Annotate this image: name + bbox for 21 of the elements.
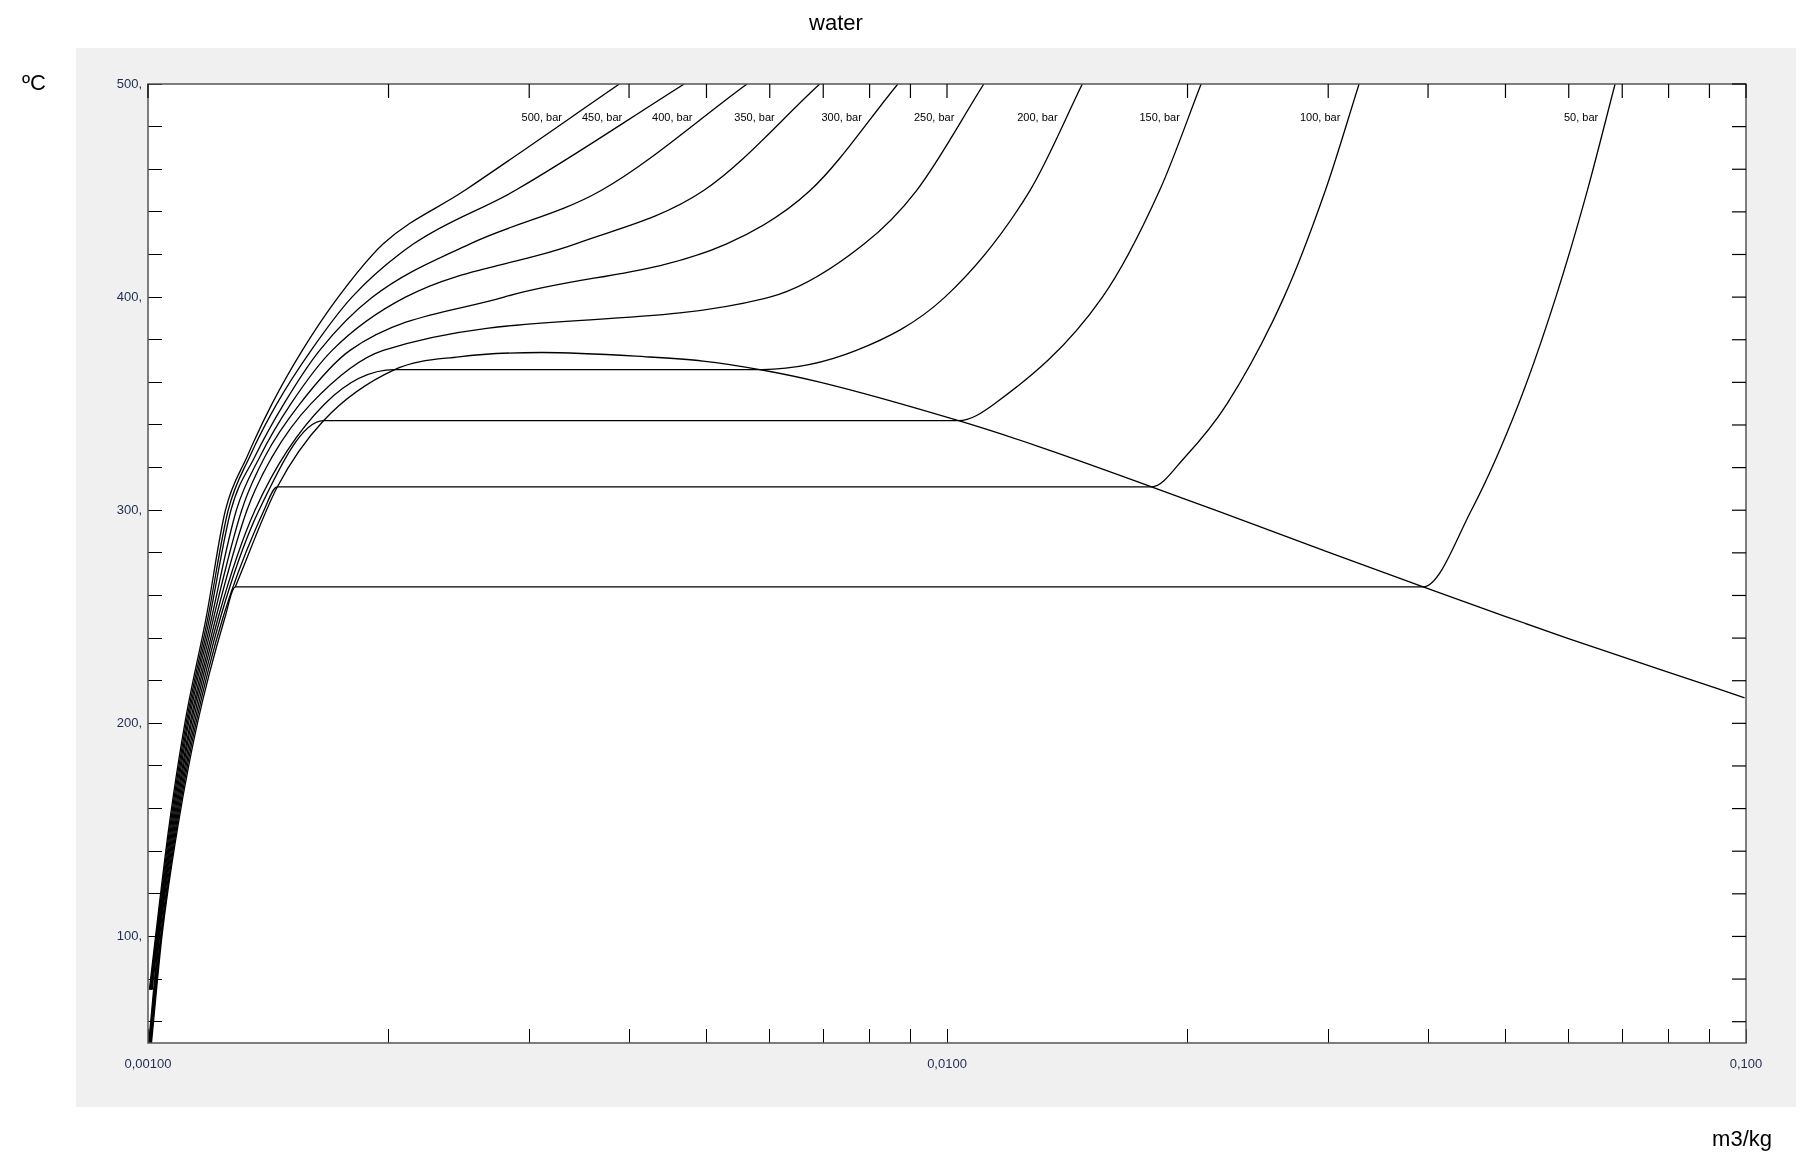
legend-label: 350, bar bbox=[734, 111, 776, 124]
series-label: 200, bar bbox=[1017, 111, 1058, 124]
legend-label: 50, bar bbox=[1563, 111, 1599, 124]
legend-label: 150, bar bbox=[1139, 111, 1181, 124]
legend-label: 250, bar bbox=[913, 111, 955, 124]
y-tick-label: 100, bbox=[116, 928, 142, 944]
x-tick-label: 0,00100 bbox=[124, 1056, 172, 1072]
y-tick-label: 200, bbox=[116, 714, 142, 730]
y-tick-label: 300, bbox=[116, 501, 142, 517]
legend-label: 100, bar bbox=[1299, 111, 1341, 124]
series-label: 400, bar bbox=[652, 111, 693, 124]
legend-label: 300, bar bbox=[821, 111, 863, 124]
chart-title: water bbox=[808, 10, 863, 36]
x-axis-title: m3/kg bbox=[1712, 1126, 1772, 1152]
y-tick-label: 400, bbox=[116, 288, 142, 304]
y-tick-label: 500, bbox=[116, 75, 142, 91]
y-axis-title: ºC bbox=[22, 70, 47, 96]
legend-label: 450, bar bbox=[581, 111, 623, 124]
x-tick-label: 0,0100 bbox=[927, 1056, 967, 1072]
legend-label: 500, bar bbox=[521, 111, 563, 124]
x-tick-label: 0,100 bbox=[1729, 1056, 1763, 1072]
